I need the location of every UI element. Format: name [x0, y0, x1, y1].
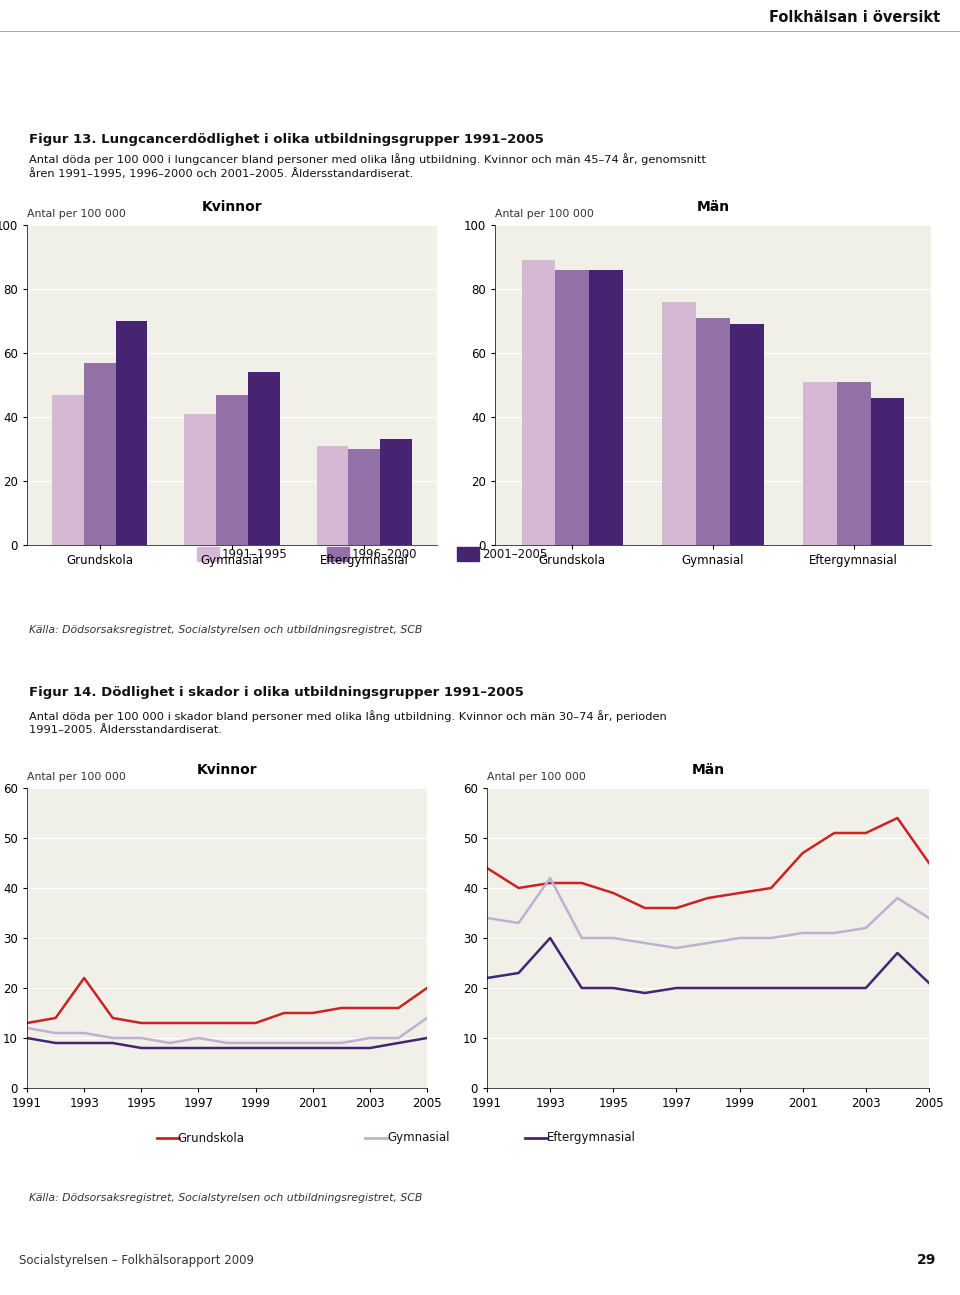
Text: Gymnasial: Gymnasial [387, 1132, 449, 1145]
Bar [730, 324, 763, 545]
Bar [216, 395, 248, 545]
Text: Antal per 100 000: Antal per 100 000 [27, 208, 126, 219]
Text: Källa: Dödsorsaksregistret, Socialstyrelsen och utbildningsregistret, SCB: Källa: Dödsorsaksregistret, Socialstyrel… [29, 1193, 422, 1203]
Bar [662, 302, 696, 545]
Bar [184, 414, 216, 545]
Text: Figur 14. Dödlighet i skador i olika utbildningsgrupper 1991–2005: Figur 14. Dödlighet i skador i olika utb… [29, 686, 524, 699]
Bar [248, 372, 279, 545]
Bar [556, 269, 589, 545]
Title: Män: Män [696, 201, 730, 214]
Bar [52, 395, 84, 545]
Bar [871, 398, 904, 545]
Title: Kvinnor: Kvinnor [197, 763, 257, 777]
Text: Antal per 100 000: Antal per 100 000 [495, 208, 594, 219]
Text: 1991–1995: 1991–1995 [222, 548, 288, 561]
Bar [837, 382, 871, 545]
Title: Män: Män [691, 763, 725, 777]
Text: Figur 13. Lungcancerdödlighet i olika utbildningsgrupper 1991–2005: Figur 13. Lungcancerdödlighet i olika ut… [29, 133, 544, 146]
Text: Antal per 100 000: Antal per 100 000 [27, 772, 126, 782]
Text: Antal döda per 100 000 i skador bland personer med olika lång utbildning. Kvinno: Antal döda per 100 000 i skador bland pe… [29, 710, 667, 736]
Bar [197, 546, 219, 561]
Bar [803, 382, 837, 545]
Bar [696, 317, 730, 545]
Bar [115, 321, 147, 545]
Bar [380, 439, 412, 545]
Text: Antal per 100 000: Antal per 100 000 [487, 772, 586, 782]
Text: Antal döda per 100 000 i lungcancer bland personer med olika lång utbildning. Kv: Antal döda per 100 000 i lungcancer blan… [29, 153, 706, 180]
Text: Socialstyrelsen – Folkhälsorapport 2009: Socialstyrelsen – Folkhälsorapport 2009 [19, 1254, 254, 1267]
Text: 29: 29 [917, 1254, 936, 1267]
Bar [521, 260, 556, 545]
Text: 1996–2000: 1996–2000 [352, 548, 418, 561]
Text: Eftergymnasial: Eftergymnasial [547, 1132, 636, 1145]
Text: Källa: Dödsorsaksregistret, Socialstyrelsen och utbildningsregistret, SCB: Källa: Dödsorsaksregistret, Socialstyrel… [29, 625, 422, 635]
Bar [84, 363, 115, 545]
Bar [457, 546, 479, 561]
Bar [348, 449, 380, 545]
Bar [327, 546, 349, 561]
Title: Kvinnor: Kvinnor [202, 201, 262, 214]
Bar [317, 445, 348, 545]
Text: Folkhälsan i översikt: Folkhälsan i översikt [769, 10, 940, 25]
Bar [589, 269, 623, 545]
Text: 2001–2005: 2001–2005 [482, 548, 547, 561]
Text: Grundskola: Grundskola [177, 1132, 244, 1145]
